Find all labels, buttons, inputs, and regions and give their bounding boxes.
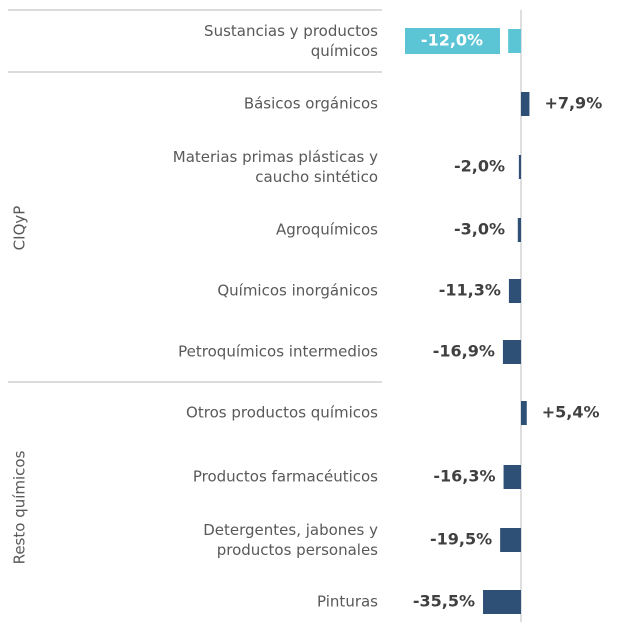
bar bbox=[521, 92, 530, 116]
category-label: Productos farmacéuticos bbox=[193, 468, 378, 486]
group-label: Resto químicos bbox=[11, 450, 29, 564]
value-label-box bbox=[405, 28, 500, 54]
bar bbox=[503, 465, 521, 489]
value-label: -12,0% bbox=[421, 31, 483, 50]
category-label: Petroquímicos intermedios bbox=[178, 343, 378, 361]
category-label: Químicos inorgánicos bbox=[217, 282, 378, 300]
value-label: -11,3% bbox=[439, 281, 501, 300]
value-label: +5,4% bbox=[542, 403, 600, 422]
bar bbox=[500, 528, 521, 552]
value-label: -35,5% bbox=[413, 592, 475, 611]
value-label: -3,0% bbox=[454, 220, 505, 239]
bar bbox=[517, 218, 521, 242]
value-label: -16,9% bbox=[433, 342, 495, 361]
category-label: Pinturas bbox=[317, 593, 378, 611]
category-label: Sustancias y productos químicos bbox=[204, 22, 378, 60]
group-label: CIQyP bbox=[11, 206, 29, 251]
bar bbox=[483, 590, 521, 614]
category-label: Detergentes, jabones y productos personal… bbox=[203, 521, 378, 559]
value-label: -2,0% bbox=[454, 157, 505, 176]
bar bbox=[508, 279, 521, 303]
bar bbox=[521, 401, 527, 425]
value-label: -16,3% bbox=[433, 467, 495, 486]
category-label: Materias primas plásticas y caucho sintét… bbox=[173, 148, 378, 186]
bar bbox=[502, 340, 521, 364]
value-label: +7,9% bbox=[544, 94, 602, 113]
category-label: Agroquímicos bbox=[276, 221, 378, 239]
value-label: -19,5% bbox=[430, 530, 492, 549]
category-label: Otros productos químicos bbox=[186, 404, 378, 422]
bar bbox=[518, 155, 521, 179]
category-label: Básicos orgánicos bbox=[244, 95, 378, 113]
bar bbox=[508, 29, 521, 53]
